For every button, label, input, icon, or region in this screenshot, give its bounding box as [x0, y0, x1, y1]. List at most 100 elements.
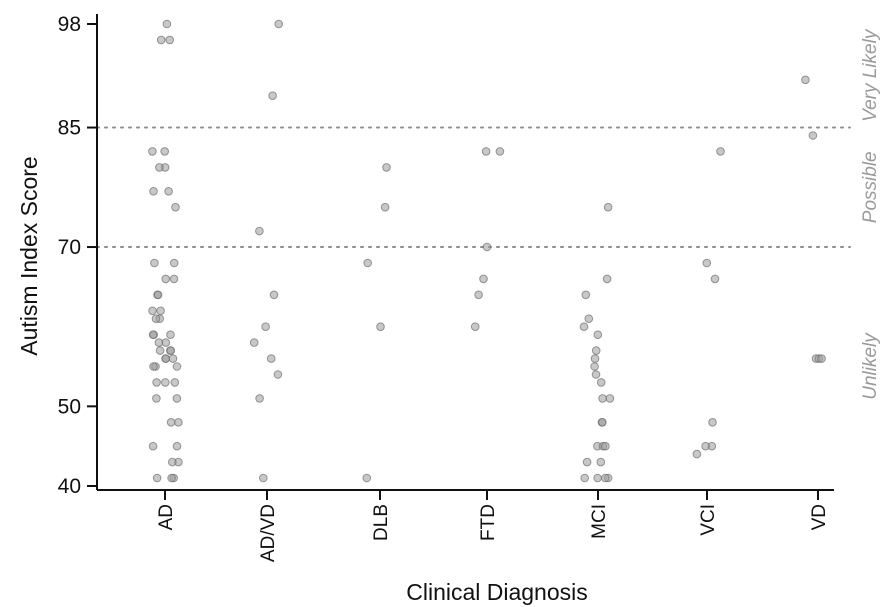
data-point-ad — [168, 457, 177, 467]
zone-label: Possible — [860, 151, 881, 223]
data-point-vci — [708, 418, 717, 427]
data-point-ad — [148, 147, 157, 156]
data-point-ad — [167, 473, 176, 483]
x-tick-label: VD — [809, 504, 830, 530]
data-point-ad-vd — [255, 394, 264, 403]
data-point-mci — [596, 378, 606, 387]
data-point-ad-vd — [261, 322, 270, 332]
x-tick-label: AD — [156, 504, 177, 530]
data-point-ad — [161, 378, 170, 387]
x-axis-ticks: AD AD/VD DLB FTD MCI VCI VD — [156, 490, 830, 562]
data-point-dlb — [382, 163, 391, 172]
threshold-lines — [96, 126, 851, 249]
x-axis-title: Clinical Diagnosis — [406, 579, 588, 605]
data-point-mci — [602, 274, 612, 284]
data-point-mci — [601, 473, 610, 483]
data-point-ad — [172, 394, 182, 403]
data-point-mci — [590, 362, 599, 371]
data-point-mci — [601, 441, 610, 451]
data-point-mci — [579, 322, 589, 332]
data-point-ad — [162, 19, 172, 29]
zone-labels: Very Likely Possible Unlikely — [860, 28, 881, 400]
data-point-ftd — [479, 274, 488, 284]
data-point-vd — [808, 131, 818, 140]
data-point-mci — [596, 457, 606, 467]
data-point-ad — [160, 147, 169, 156]
data-point-ad — [172, 362, 182, 371]
y-tick-label: 40 — [58, 475, 81, 498]
data-point-mci — [581, 290, 591, 300]
data-point-ad-vd — [259, 473, 268, 483]
data-point-ad — [168, 354, 178, 363]
data-point-ad — [166, 418, 176, 427]
data-point-ad — [171, 202, 180, 212]
data-point-ad — [169, 258, 179, 268]
data-point-ad — [153, 290, 163, 300]
data-point-mci — [593, 473, 602, 483]
zone-label: Very Likely — [860, 28, 881, 122]
data-point-mci — [580, 473, 590, 483]
data-point-ad — [164, 187, 173, 196]
data-point-ad — [148, 441, 158, 451]
data-point-ad — [152, 378, 161, 387]
data-point-mci — [603, 202, 613, 212]
data-point-mci — [582, 457, 592, 467]
data-point-mci — [593, 330, 603, 340]
data-point-ad-vd — [274, 19, 284, 29]
data-point-vci — [701, 441, 710, 451]
data-point-ad-vd — [266, 354, 276, 363]
data-point-ad — [166, 346, 176, 355]
data-point-ad — [154, 338, 164, 347]
y-tick-label: 98 — [58, 13, 81, 36]
y-axis-title: Autism Index Score — [16, 156, 42, 355]
y-tick-label: 85 — [58, 117, 81, 140]
data-point-dlb — [362, 473, 372, 483]
data-point-ad — [169, 274, 179, 284]
x-tick-label: MCI — [589, 504, 610, 539]
data-point-dlb — [363, 258, 373, 268]
data-point-ad — [150, 258, 159, 268]
y-tick-label: 50 — [58, 395, 81, 418]
data-point-ad-vd — [273, 370, 283, 379]
data-point-ad — [165, 35, 174, 45]
data-point-mci — [591, 346, 601, 355]
data-point-ad-vd — [249, 338, 259, 347]
data-point-ad — [166, 330, 175, 340]
data-point-ad-vd — [255, 226, 264, 236]
data-point-mci — [590, 354, 600, 363]
data-point-ftd — [495, 147, 505, 156]
data-point-ad — [156, 35, 166, 45]
data-point-mci — [591, 370, 601, 379]
data-point-ad — [149, 187, 158, 196]
data-point-ad — [152, 394, 161, 403]
x-tick-label: FTD — [478, 504, 499, 541]
data-point-ad — [161, 354, 171, 363]
data-point-ad-vd — [269, 290, 279, 300]
data-point-ad — [148, 306, 157, 316]
data-point-dlb — [376, 322, 385, 332]
data-point-mci — [605, 394, 615, 403]
data-point-vd — [801, 75, 810, 85]
data-point-ad — [170, 378, 180, 387]
data-point-vci — [710, 274, 720, 284]
data-point-vci — [702, 258, 712, 268]
data-point-ad — [151, 314, 161, 324]
data-point-dlb — [380, 202, 390, 212]
x-tick-label: DLB — [371, 504, 392, 541]
data-point-ad — [174, 418, 183, 427]
data-point-ad — [161, 274, 170, 284]
data-point-vci — [692, 449, 702, 459]
y-tick-label: 70 — [58, 236, 81, 259]
data-point-mci — [584, 314, 594, 324]
data-point-ftd — [481, 147, 491, 156]
data-point-ad — [148, 330, 158, 340]
data-point-ad — [152, 473, 162, 483]
data-point-mci — [598, 418, 607, 427]
data-point-vci — [716, 147, 725, 156]
x-tick-label: VCI — [698, 504, 719, 536]
data-point-ad — [155, 163, 164, 172]
data-points — [148, 19, 826, 483]
data-point-ftd — [482, 242, 492, 252]
data-point-ad — [155, 346, 165, 355]
